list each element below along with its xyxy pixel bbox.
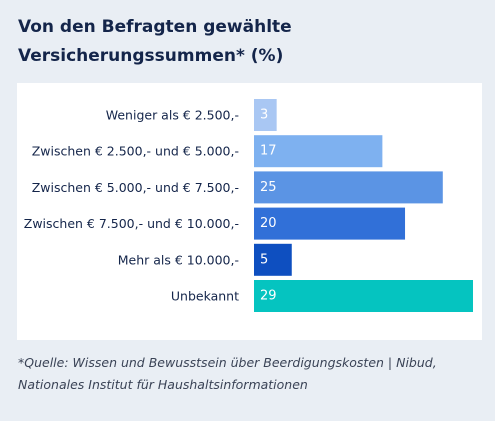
bar-value-label: 25	[260, 180, 277, 195]
source-note: *Quelle: Wissen und Bewusstsein über Bee…	[18, 352, 480, 396]
category-label: Unbekannt	[171, 289, 239, 304]
bar	[254, 243, 292, 276]
bar	[254, 135, 383, 168]
category-label: Zwischen € 7.500,- und € 10.000,-	[24, 216, 239, 231]
source-line-1: *Quelle: Wissen und Bewusstsein über Bee…	[18, 355, 437, 370]
category-label: Weniger als € 2.500,-	[106, 108, 239, 123]
bar-chart: Weniger als € 2.500,- 3 Zwischen € 2.500,-…	[24, 99, 473, 312]
bar-value-label: 29	[260, 289, 277, 304]
chart-panel: Weniger als € 2.500,- 3 Zwischen € 2.500,-…	[17, 83, 482, 340]
bar-value-label: 5	[260, 252, 268, 267]
bar	[254, 280, 473, 312]
category-label: Mehr als € 10.000,-	[118, 252, 239, 267]
bar-value-label: 20	[260, 216, 277, 231]
category-label: Zwischen € 5.000,- und € 7.500,-	[32, 180, 239, 195]
bar	[254, 99, 277, 131]
chart-title-line-2: Versicherungssummen* (%)	[18, 46, 284, 66]
category-label: Zwischen € 2.500,- und € 5.000,-	[32, 144, 239, 159]
bar	[254, 171, 443, 204]
chart-title: Von den Befragten gewählte Versicherungs…	[18, 13, 458, 71]
source-line-2: Nationales Institut für Haushaltsinforma…	[18, 377, 308, 392]
bar-value-label: 17	[260, 144, 277, 159]
bar-value-label: 3	[260, 108, 268, 123]
bar	[254, 207, 406, 240]
chart-title-line-1: Von den Befragten gewählte	[18, 17, 292, 37]
